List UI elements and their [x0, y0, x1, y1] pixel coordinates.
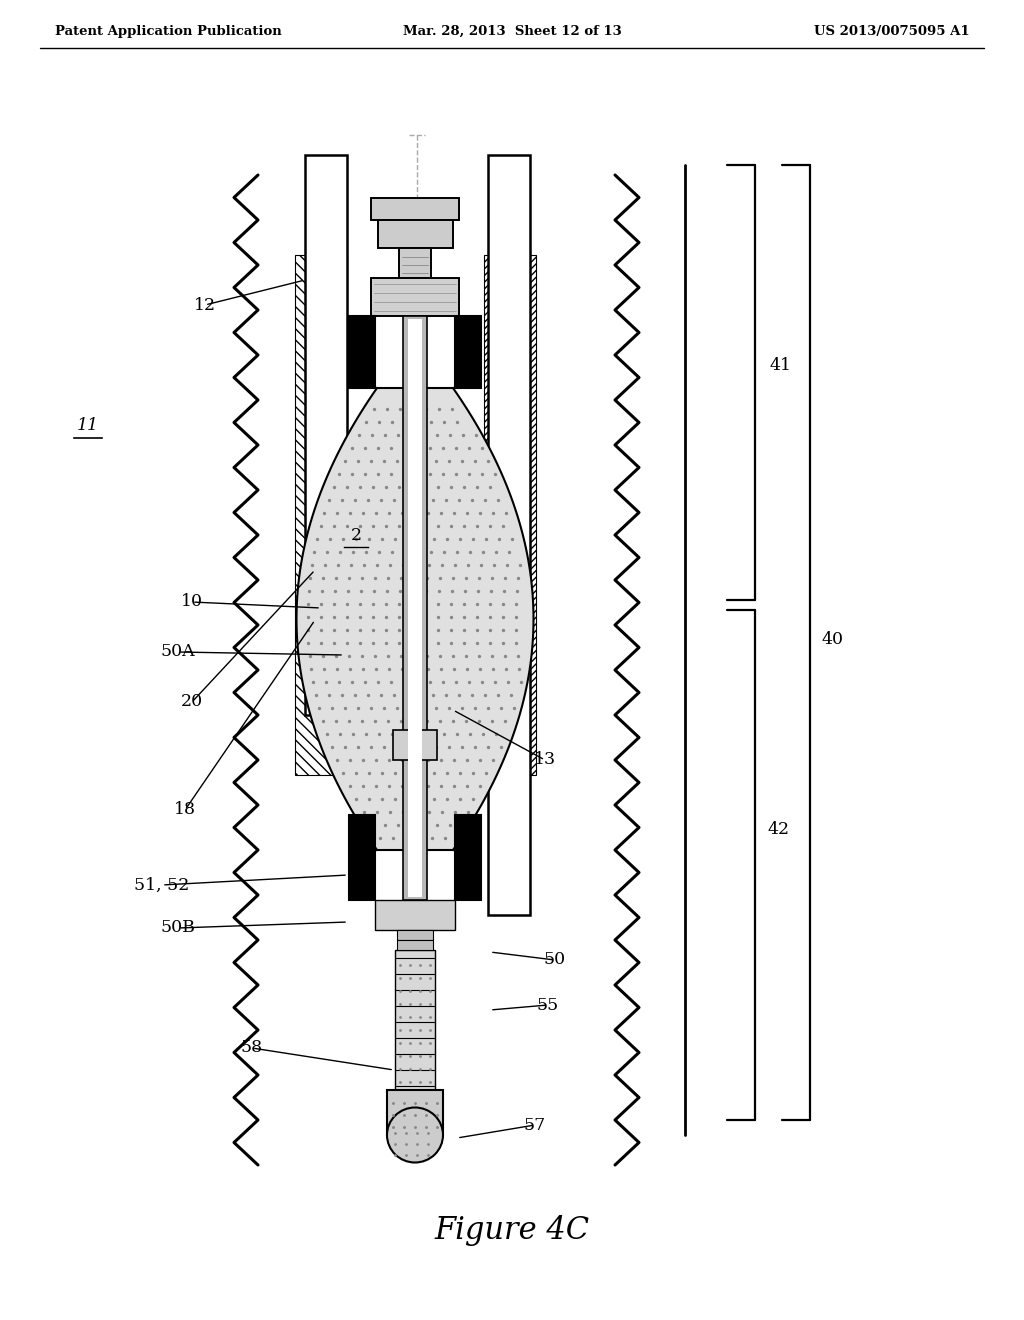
Bar: [375, 900, 455, 931]
Text: 13: 13: [534, 751, 556, 768]
Bar: [455, 315, 481, 388]
Text: 10: 10: [181, 594, 203, 610]
Bar: [488, 154, 530, 915]
Text: 58: 58: [241, 1040, 263, 1056]
Text: 50: 50: [544, 952, 566, 969]
Text: 20: 20: [181, 693, 203, 710]
Bar: [484, 255, 536, 775]
Text: 40: 40: [822, 631, 844, 648]
Bar: [408, 319, 422, 898]
Text: 50A: 50A: [161, 644, 196, 660]
Bar: [399, 248, 431, 279]
Text: 42: 42: [768, 821, 791, 838]
Bar: [378, 220, 453, 248]
Bar: [295, 255, 347, 775]
Bar: [387, 1090, 443, 1135]
Ellipse shape: [387, 1107, 443, 1163]
Bar: [371, 198, 459, 220]
Bar: [403, 315, 427, 900]
Text: 2: 2: [350, 527, 361, 544]
Text: Patent Application Publication: Patent Application Publication: [55, 25, 282, 38]
Bar: [455, 814, 481, 900]
Bar: [305, 154, 347, 715]
Bar: [393, 730, 437, 760]
Text: 18: 18: [174, 801, 196, 818]
Text: 12: 12: [194, 297, 216, 314]
Text: 55: 55: [537, 997, 559, 1014]
Bar: [349, 315, 375, 388]
Bar: [349, 814, 375, 900]
Polygon shape: [297, 388, 534, 850]
Text: Mar. 28, 2013  Sheet 12 of 13: Mar. 28, 2013 Sheet 12 of 13: [402, 25, 622, 38]
Text: 57: 57: [524, 1117, 546, 1134]
Text: Figure 4C: Figure 4C: [434, 1214, 590, 1246]
Bar: [371, 279, 459, 315]
Bar: [397, 940, 433, 950]
Bar: [397, 931, 433, 940]
Text: 11: 11: [77, 417, 99, 433]
Text: 41: 41: [770, 356, 792, 374]
Text: 51, 52: 51, 52: [134, 876, 189, 894]
Bar: [395, 950, 435, 1090]
Text: US 2013/0075095 A1: US 2013/0075095 A1: [814, 25, 970, 38]
Text: 50B: 50B: [161, 920, 196, 936]
